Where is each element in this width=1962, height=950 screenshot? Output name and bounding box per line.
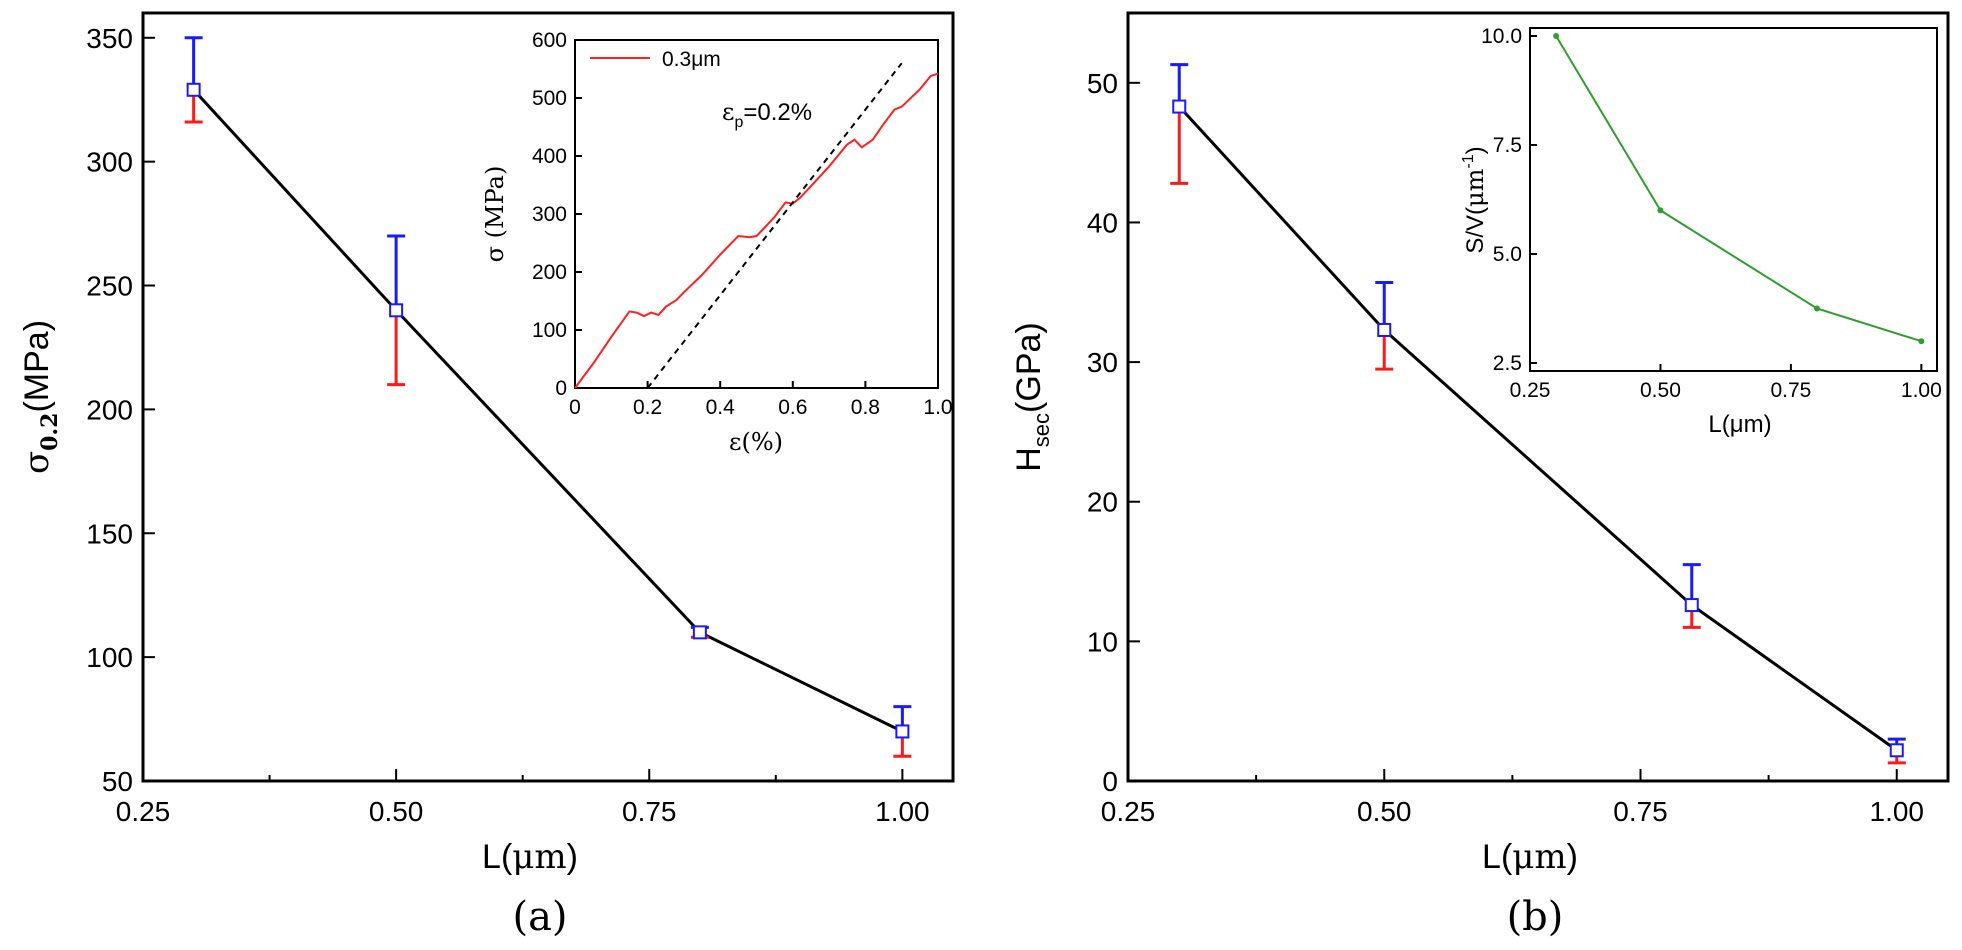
inset-a-x-tick-label: 1.0 <box>923 396 952 419</box>
panel-b-data-marks <box>1170 63 1906 765</box>
inset-a-offset-line <box>646 62 903 389</box>
panel-b-y-tick-label: 10 <box>1087 626 1118 657</box>
panel-a-x-ticks: 0.25 0.50 0.75 1.00 <box>116 769 930 827</box>
inset-a-data-marks <box>574 62 939 389</box>
svg-text:σ0.2(MPa): σ0.2(MPa) <box>17 320 63 474</box>
panel-b-y-tick-label: 30 <box>1087 347 1118 378</box>
panel-b-label: (b) <box>1507 894 1564 940</box>
inset-a-x-tick-label: 0.8 <box>851 396 880 419</box>
inset-b-data-point <box>1813 305 1820 312</box>
inset-b-y-ticks: 2.5 5.0 7.5 10.0 <box>1481 25 1537 375</box>
panel-a-y-tick-label: 150 <box>86 518 133 549</box>
panel-b-y-axis-label: Hsec(GPa) <box>1010 322 1054 472</box>
inset-b-y-tick-label: 7.5 <box>1493 134 1522 157</box>
panel-a-y-tick-label: 100 <box>86 642 133 673</box>
panel-a-y-tick-label: 250 <box>86 271 133 302</box>
inset-a-legend-label: 0.3μm <box>662 48 721 71</box>
panel-b-x-tick-label: 0.50 <box>1357 796 1412 827</box>
panel-a-y-tick-label: 350 <box>86 23 133 54</box>
inset-b-series-line <box>1555 35 1922 343</box>
panel-a-y-tick-label: 200 <box>86 394 133 425</box>
inset-a-y-tick-label: 300 <box>532 203 567 226</box>
inset-b-data-point <box>1918 338 1925 345</box>
inset-b-x-ticks: 0.25 0.50 0.75 1.00 <box>1510 364 1942 402</box>
panel-a-series-line <box>192 88 904 733</box>
panel-b-y-tick-label: 20 <box>1087 487 1118 518</box>
inset-b-y-tick-label: 2.5 <box>1493 352 1522 375</box>
inset-a-y-tick-label: 400 <box>532 145 567 168</box>
inset-a-frame <box>574 39 939 389</box>
svg-text:S/V(μm-1): S/V(μm-1) <box>1460 146 1489 253</box>
panel-b-y-tick-label: 50 <box>1087 68 1118 99</box>
inset-a-annotation: εp=0.2% <box>722 98 812 131</box>
panel-a-y-ticks: 50 100 150 200 250 300 350 <box>86 23 155 797</box>
inset-a-y-tick-label: 0 <box>555 377 567 400</box>
panel-b-x-tick-label: 0.75 <box>1613 796 1668 827</box>
inset-a-y-axis-label: σ (MPa) <box>481 166 509 263</box>
panel-b-y-tick-label: 40 <box>1087 207 1118 238</box>
inset-b-x-tick-label: 0.75 <box>1770 379 1811 402</box>
panel-a-y-axis-label: σ0.2(MPa) <box>17 320 63 474</box>
panel-a-plot-frame <box>141 11 955 783</box>
panel-b-x-ticks: 0.25 0.50 0.75 1.00 <box>1101 769 1924 827</box>
inset-a-y-tick-label: 100 <box>532 319 567 342</box>
inset-a-y-tick-label: 600 <box>532 29 567 52</box>
panel-b-data-point <box>1172 99 1187 114</box>
panel-a-y-tick-label: 300 <box>86 147 133 178</box>
panel-b-x-axis-label: L(μm) <box>1482 837 1578 877</box>
inset-a-stress-strain-curve <box>574 72 939 389</box>
inset-a-y-tick-label: 500 <box>532 87 567 110</box>
panel-b-inset: 0.25 0.50 0.75 1.00 2.5 5.0 7.5 10.0 L(μm) S/V… <box>1460 25 1942 438</box>
panel-a-data-point <box>186 82 201 97</box>
panel-b-plot-frame <box>1126 11 1950 783</box>
inset-a-x-tick-label: 0.2 <box>633 396 662 419</box>
inset-b-frame <box>1529 27 1938 372</box>
inset-a-y-ticks: 0 100 200 300 400 500 600 <box>532 29 582 400</box>
inset-a-x-ticks: 0 0.2 0.4 0.6 0.8 1.0 <box>569 381 953 419</box>
panel-b-data-point <box>1377 322 1392 337</box>
panel-a-x-tick-label: 0.50 <box>369 796 424 827</box>
inset-a-x-axis-label: ε(%) <box>729 428 783 456</box>
panel-a-x-tick-label: 0.25 <box>116 796 171 827</box>
inset-b-y-tick-label: 10.0 <box>1481 25 1522 48</box>
panel-a-x-axis-label: L(μm) <box>482 837 578 877</box>
panel-b-x-tick-label: 1.00 <box>1870 796 1925 827</box>
panel-a-data-point <box>692 625 707 640</box>
panel-a-data-marks <box>184 36 912 758</box>
inset-a-x-tick-label: 0 <box>569 396 581 419</box>
panel-b: 0.25 0.50 0.75 1.00 0 10 20 30 40 50 L(μm) Hsec(… <box>1010 11 1950 940</box>
panel-b-y-ticks: 0 10 20 30 40 50 <box>1087 68 1140 797</box>
panel-a-inset: 0 0.2 0.4 0.6 0.8 1.0 0 100 200 300 400 500 600 0.3… <box>481 29 953 456</box>
panel-a-x-tick-label: 1.00 <box>875 796 930 827</box>
inset-a-x-tick-label: 0.4 <box>706 396 736 419</box>
panel-b-series-line <box>1178 105 1898 752</box>
panel-b-data-point <box>1889 743 1904 758</box>
panel-b-data-point <box>1684 598 1699 613</box>
panel-a-x-tick-label: 0.75 <box>622 796 677 827</box>
panel-a-data-point <box>895 724 910 739</box>
panel-b-y-tick-label: 0 <box>1102 766 1118 797</box>
inset-b-x-tick-label: 0.50 <box>1640 379 1681 402</box>
panel-b-x-tick-label: 0.25 <box>1101 796 1156 827</box>
inset-b-data-point <box>1657 207 1664 214</box>
inset-b-data-point <box>1553 33 1560 39</box>
inset-b-x-tick-label: 1.00 <box>1901 379 1942 402</box>
inset-b-y-axis-label: S/V(μm-1) <box>1460 146 1489 253</box>
panel-a-data-point <box>389 303 404 318</box>
panel-a-label: (a) <box>512 894 567 940</box>
panel-a-y-tick-label: 50 <box>102 766 133 797</box>
inset-a-y-tick-label: 200 <box>532 261 567 284</box>
inset-a-x-tick-label: 0.6 <box>778 396 807 419</box>
inset-b-data-marks <box>1553 33 1925 345</box>
svg-text:Hsec(GPa): Hsec(GPa) <box>1010 322 1054 472</box>
inset-b-y-tick-label: 5.0 <box>1493 243 1522 266</box>
inset-b-x-axis-label: L(μm) <box>1708 411 1771 438</box>
inset-b-x-tick-label: 0.25 <box>1510 379 1551 402</box>
svg-text:σ (MPa): σ (MPa) <box>481 166 509 263</box>
